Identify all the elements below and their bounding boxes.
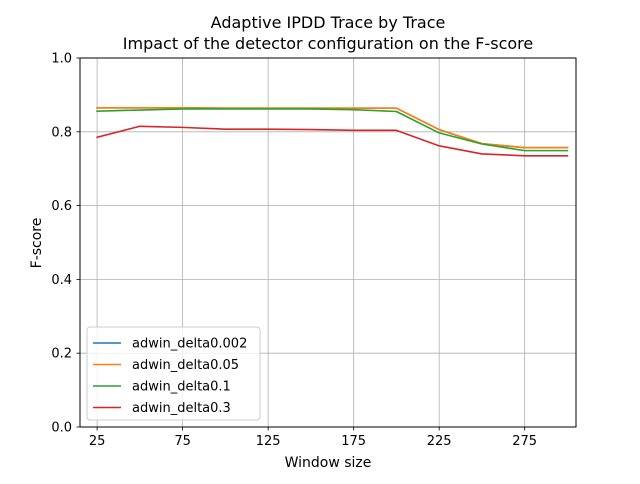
y-tick-label: 0.6: [51, 199, 72, 214]
y-tick-label: 0.8: [51, 125, 72, 140]
legend-label: adwin_delta0.05: [132, 358, 239, 373]
x-tick-label: 225: [427, 434, 452, 449]
x-tick-label: 175: [341, 434, 366, 449]
axis-ticks: 25 75 125 175 225 275 0.0 0.2 0.4 0.6 0.8 1.0: [51, 52, 537, 450]
legend-label: adwin_delta0.1: [132, 380, 231, 395]
legend-box: [86, 326, 261, 421]
x-tick-label: 275: [512, 434, 537, 449]
y-tick-label: 0.4: [51, 273, 72, 288]
y-tick-label: 0.0: [51, 421, 72, 436]
legend-items: adwin_delta0.002 adwin_delta0.05 adwin_del…: [93, 337, 247, 416]
x-tick-label: 125: [256, 434, 281, 449]
x-tick-label: 75: [174, 434, 191, 449]
series-lines: [96, 107, 569, 157]
y-axis-label: F-score: [29, 218, 45, 269]
legend: adwin_delta0.002 adwin_delta0.05 adwin_del…: [86, 326, 261, 421]
series-line-adwin_delta0.3: [96, 125, 569, 157]
legend-label: adwin_delta0.002: [132, 337, 247, 352]
chart-title: Adaptive IPDD Trace by Trace: [211, 13, 446, 32]
y-tick-label: 0.2: [51, 347, 72, 362]
x-tick-label: 25: [89, 434, 106, 449]
chart-subtitle: Impact of the detector configuration on …: [123, 34, 533, 53]
plot-frame: [79, 57, 577, 428]
series-line-adwin_delta0.1: [96, 108, 569, 152]
legend-label: adwin_delta0.3: [132, 401, 231, 416]
x-axis-label: Window size: [285, 455, 372, 471]
y-tick-label: 1.0: [51, 52, 72, 67]
